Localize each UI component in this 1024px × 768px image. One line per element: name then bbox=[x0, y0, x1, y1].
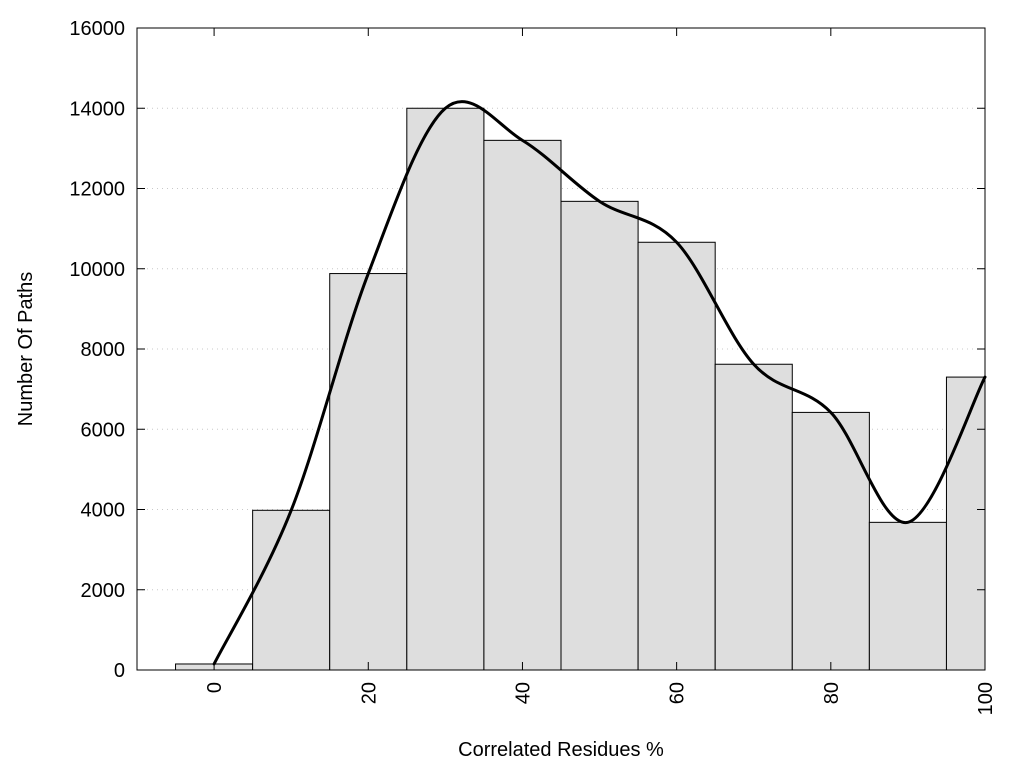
x-axis-label: Correlated Residues % bbox=[458, 739, 664, 761]
y-axis-label: Number Of Paths bbox=[15, 272, 37, 427]
histogram-bar-7 bbox=[714, 363, 793, 671]
histogram-bar-8 bbox=[791, 411, 870, 671]
histogram-bar-3 bbox=[406, 107, 485, 671]
x-axis-ticks: 0 20 40 60 80 100 bbox=[204, 28, 997, 715]
histogram-bars bbox=[175, 107, 986, 671]
x-tick-label-0: 0 bbox=[204, 682, 226, 693]
y-tick-label-3: 6000 bbox=[81, 419, 126, 441]
y-tick-label-2: 4000 bbox=[81, 500, 126, 522]
y-tick-label-8: 16000 bbox=[69, 18, 125, 40]
histogram-bar-1 bbox=[252, 509, 331, 671]
histogram-bar-2 bbox=[329, 273, 408, 671]
x-tick-label-5: 100 bbox=[975, 682, 997, 715]
y-axis-ticks: 0 2000 4000 6000 8000 10000 12000 14000 16000 bbox=[69, 18, 985, 682]
x-tick-label-3: 60 bbox=[667, 682, 689, 704]
x-tick-label-2: 40 bbox=[512, 682, 534, 704]
y-tick-label-0: 0 bbox=[114, 660, 125, 682]
smooth-curve-line bbox=[212, 100, 987, 666]
histogram-bar-9 bbox=[868, 521, 947, 671]
x-tick-label-4: 80 bbox=[821, 682, 843, 704]
histogram-bar-6 bbox=[637, 241, 716, 671]
histogram-bar-5 bbox=[560, 200, 639, 671]
y-tick-label-5: 10000 bbox=[69, 259, 125, 281]
x-tick-label-1: 20 bbox=[358, 682, 380, 704]
histogram-bar-4 bbox=[483, 139, 562, 671]
y-tick-label-6: 12000 bbox=[69, 179, 125, 201]
y-tick-label-4: 8000 bbox=[81, 339, 126, 361]
y-tick-label-7: 14000 bbox=[69, 98, 125, 120]
y-tick-label-1: 2000 bbox=[81, 580, 126, 602]
smooth-curve bbox=[212, 100, 987, 666]
